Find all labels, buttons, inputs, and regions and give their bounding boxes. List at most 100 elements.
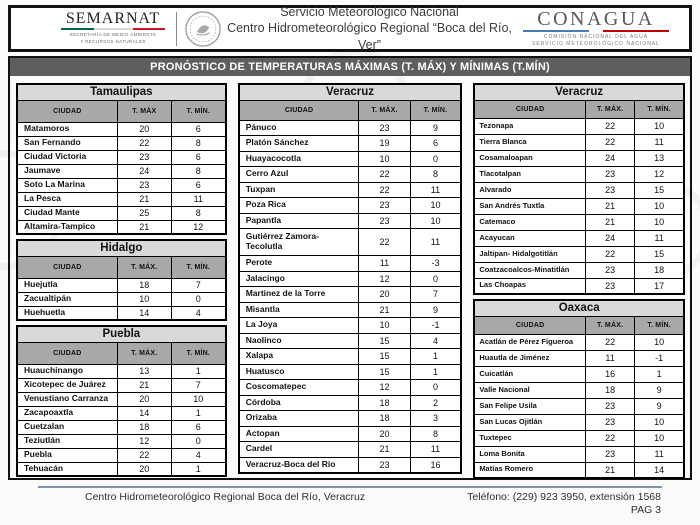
- city-cell: Huatusco: [238, 363, 360, 380]
- city-cell: Venustiano Carranza: [16, 391, 118, 407]
- city-cell: Puebla: [16, 447, 118, 463]
- column-header-tmax: T. MÁX.: [116, 341, 172, 365]
- forecast-table-tamaulipas: Tamaulipas CIUDAD T. MÁX T. MÍN. Matamoros 20…: [16, 83, 227, 235]
- city-cell: Jaumave: [16, 163, 118, 179]
- semarnat-logo: SEMARNAT SECRETARÍA DE MEDIO AMBIENTE Y …: [57, 11, 169, 46]
- tmin-cell: 15: [634, 181, 685, 199]
- tmax-cell: 23: [584, 181, 636, 199]
- table-row: Huayacocotla 10 0: [238, 150, 462, 167]
- state-header: Veracruz: [473, 83, 685, 101]
- city-cell: Cosamaloapan: [473, 149, 586, 167]
- table-row: Misantla 21 9: [238, 301, 462, 318]
- tmax-cell: 10: [358, 150, 411, 167]
- table-row: San Andrés Tuxtla 21 10: [473, 197, 685, 215]
- city-cell: Tezonapa: [473, 117, 586, 135]
- tmin-cell: 14: [634, 461, 685, 479]
- table-row: Tlacotalpan 23 12: [473, 165, 685, 183]
- tmin-cell: 11: [170, 191, 227, 207]
- table-row: Orizaba 18 3: [238, 410, 462, 427]
- state-header: Veracruz: [238, 83, 462, 101]
- city-cell: San Felipe Usila: [473, 397, 586, 415]
- city-cell: Martinez de la Torre: [238, 286, 360, 303]
- city-cell: Las Choapas: [473, 277, 586, 295]
- tmin-cell: 9: [409, 119, 462, 136]
- tmax-cell: 18: [116, 277, 172, 293]
- tmax-cell: 22: [358, 228, 411, 256]
- tmin-cell: 10: [634, 197, 685, 215]
- column-header-tmax: T. MÁX.: [358, 99, 411, 121]
- tmin-cell: 6: [409, 135, 462, 152]
- tmax-cell: 15: [358, 332, 411, 349]
- city-cell: Cuetzalan: [16, 419, 118, 435]
- tmin-cell: 1: [170, 363, 227, 379]
- conagua-logo: CONAGUA COMISIÓN NACIONAL DEL AGUA SERVI…: [517, 9, 675, 49]
- table-row: San Fernando 22 8: [16, 135, 227, 151]
- semarnat-wordmark: SEMARNAT: [65, 10, 161, 28]
- tmax-cell: 19: [358, 135, 411, 152]
- tmin-cell: 0: [409, 270, 462, 287]
- table-row: Acayucan 24 11: [473, 229, 685, 247]
- tmax-cell: 12: [358, 270, 411, 287]
- tmin-cell: 11: [634, 229, 685, 247]
- forecast-table-veracruz: Veracruz CIUDAD T. MÁX. T. MÍN. Tezonapa 22 10…: [473, 83, 685, 295]
- footer-phone: Teléfono: (229) 923 3950, extensión 1568: [467, 491, 661, 503]
- tmax-cell: 22: [116, 135, 172, 151]
- column-header-ciudad: CIUDAD: [16, 255, 118, 279]
- city-cell: Acayucan: [473, 229, 586, 247]
- tmax-cell: 23: [358, 119, 411, 136]
- column-header-ciudad: CIUDAD: [473, 315, 586, 335]
- tmax-cell: 23: [358, 212, 411, 229]
- column-header-ciudad: CIUDAD: [16, 99, 118, 123]
- conagua-wordmark: CONAGUA: [537, 7, 655, 30]
- city-cell: Pánuco: [238, 119, 360, 136]
- table-row: Cuicatlán 16 1: [473, 365, 685, 383]
- city-cell: Acatlán de Pérez Figueroa: [473, 333, 586, 351]
- column-header-tmin: T. MÍN.: [634, 99, 685, 119]
- city-cell: Actopan: [238, 425, 360, 442]
- table-row: San Felipe Usila 23 9: [473, 397, 685, 415]
- city-cell: Tierra Blanca: [473, 133, 586, 151]
- column-header-tmin: T. MÍN.: [170, 99, 227, 123]
- city-cell: Catemaco: [473, 213, 586, 231]
- tmin-cell: 11: [634, 445, 685, 463]
- tmin-cell: 1: [409, 348, 462, 365]
- city-cell: San Andrés Tuxtla: [473, 197, 586, 215]
- column-header-tmax: T. MÁX.: [584, 99, 636, 119]
- city-cell: Huejutla: [16, 277, 118, 293]
- tmin-cell: 8: [170, 163, 227, 179]
- tmax-cell: 21: [116, 219, 172, 235]
- tmax-cell: 24: [116, 163, 172, 179]
- tmax-cell: 21: [584, 461, 636, 479]
- semarnat-tricolor-bar: [61, 28, 165, 31]
- tmin-cell: 0: [409, 379, 462, 396]
- tmin-cell: 10: [409, 212, 462, 229]
- table-row: Zacapoaxtla 14 1: [16, 405, 227, 421]
- tmin-cell: -1: [634, 349, 685, 367]
- document-header: SEMARNAT SECRETARÍA DE MEDIO AMBIENTE Y …: [8, 5, 692, 52]
- table-row: Papantla 23 10: [238, 212, 462, 229]
- forecast-table-puebla: Puebla CIUDAD T. MÁX. T. MÍN. Huauchinango 13…: [16, 325, 227, 477]
- city-cell: Coatzacoalcos-Minatitlán: [473, 261, 586, 279]
- city-cell: Huehuetla: [16, 305, 118, 321]
- city-cell: Perote: [238, 255, 360, 272]
- tmax-cell: 23: [358, 197, 411, 214]
- city-cell: Cardel: [238, 441, 360, 458]
- tmin-cell: 8: [170, 135, 227, 151]
- table-row: Huauchinango 13 1: [16, 363, 227, 379]
- tmax-cell: 23: [584, 397, 636, 415]
- city-cell: Orizaba: [238, 410, 360, 427]
- city-cell: Alvarado: [473, 181, 586, 199]
- state-header: Oaxaca: [473, 299, 685, 317]
- table-row: Tehuacán 20 1: [16, 461, 227, 477]
- tmin-cell: -3: [409, 255, 462, 272]
- column-header-tmax: T. MÁX: [116, 99, 172, 123]
- tmin-cell: 8: [409, 166, 462, 183]
- city-cell: San Fernando: [16, 135, 118, 151]
- city-cell: Tuxtepec: [473, 429, 586, 447]
- city-cell: Misantla: [238, 301, 360, 318]
- city-cell: Poza Rica: [238, 197, 360, 214]
- table-row: Valle Nacional 18 9: [473, 381, 685, 399]
- tables-area: Tamaulipas CIUDAD T. MÁX T. MÍN. Matamoros 20…: [10, 76, 690, 479]
- tmax-cell: 22: [584, 429, 636, 447]
- table-row: Acatlán de Pérez Figueroa 22 10: [473, 333, 685, 351]
